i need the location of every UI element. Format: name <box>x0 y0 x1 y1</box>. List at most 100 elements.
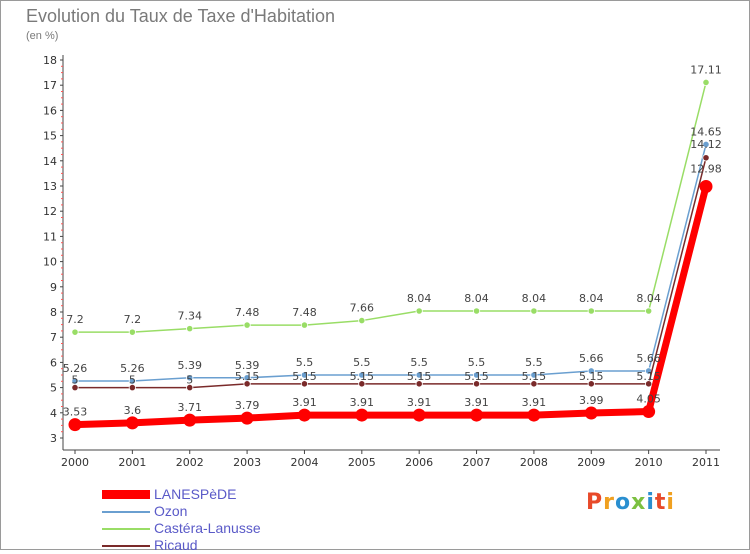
legend-swatch-ricaud <box>102 545 150 547</box>
data-label: 4.05 <box>636 393 661 406</box>
data-label: 5 <box>186 374 193 387</box>
x-tick-label: 2011 <box>692 456 720 469</box>
logo-letter: r <box>603 490 615 515</box>
data-point <box>645 307 653 315</box>
x-tick-label: 2008 <box>520 456 548 469</box>
proxiti-logo: Proxiti <box>586 490 675 515</box>
data-label: 5.15 <box>235 370 260 383</box>
y-tick-label: 3 <box>50 432 57 445</box>
y-tick-label: 7 <box>50 331 57 344</box>
y-tick-label: 12 <box>43 205 57 218</box>
data-label: 8.04 <box>464 292 489 305</box>
data-label: 5.26 <box>63 362 88 375</box>
y-tick-label: 17 <box>43 79 57 92</box>
data-point <box>125 416 139 430</box>
data-label: 3.91 <box>522 396 547 409</box>
data-label: 5.15 <box>636 370 661 383</box>
x-tick-label: 2010 <box>635 456 663 469</box>
y-tick-label: 13 <box>43 180 57 193</box>
data-point <box>587 307 595 315</box>
x-tick-label: 2002 <box>176 456 204 469</box>
data-label: 3.71 <box>177 401 202 414</box>
data-point <box>530 371 538 379</box>
data-label: 5.5 <box>410 356 428 369</box>
data-label: 5.5 <box>468 356 486 369</box>
x-tick-label: 2003 <box>233 456 261 469</box>
y-tick-label: 10 <box>43 256 57 269</box>
data-point <box>358 371 366 379</box>
x-tick-label: 2001 <box>118 456 146 469</box>
y-tick-label: 5 <box>50 382 57 395</box>
data-label: 8.04 <box>522 292 547 305</box>
data-point <box>584 406 598 420</box>
legend-label-lanespede: LANESPèDE <box>154 486 237 502</box>
data-point <box>587 380 595 388</box>
data-point <box>243 380 251 388</box>
data-point <box>472 380 481 388</box>
data-label: 3.91 <box>292 396 317 409</box>
data-label: 7.2 <box>66 313 84 326</box>
data-point <box>300 371 309 379</box>
data-point <box>300 321 309 329</box>
data-label: 3.91 <box>407 396 432 409</box>
y-tick-label: 6 <box>50 356 57 369</box>
data-point <box>243 321 251 329</box>
data-label: 5.39 <box>177 359 202 372</box>
data-label: 8.04 <box>579 292 604 305</box>
data-point <box>128 383 136 392</box>
y-tick-label: 14 <box>43 155 57 168</box>
data-label: 8.04 <box>407 292 432 305</box>
data-label: 5.15 <box>464 370 489 383</box>
data-label: 7.34 <box>177 310 202 323</box>
data-point <box>702 78 710 87</box>
logo-letter: o <box>614 490 632 515</box>
data-label: 5.66 <box>579 352 604 365</box>
data-label: 3.99 <box>579 394 604 407</box>
x-tick-label: 2006 <box>405 456 433 469</box>
y-tick-label: 4 <box>50 407 57 420</box>
data-point <box>183 413 197 427</box>
data-label: 3.6 <box>124 404 142 417</box>
data-point <box>587 367 595 375</box>
data-label: 5 <box>129 374 136 387</box>
data-point <box>472 307 481 315</box>
data-label: 5.15 <box>522 370 547 383</box>
data-label: 3.53 <box>63 406 88 419</box>
data-label: 5 <box>72 374 79 387</box>
y-tick-label: 8 <box>50 306 57 319</box>
data-label: 5.15 <box>292 370 317 383</box>
data-label: 5.15 <box>579 370 604 383</box>
data-label: 8.04 <box>636 292 661 305</box>
series-line <box>74 143 707 382</box>
data-label: 5.5 <box>525 356 543 369</box>
data-label: 5.15 <box>350 370 375 383</box>
logo-letter: i <box>666 490 675 515</box>
chart-axes: 3 4 5 6 7 8 9 10 11 12 13 14 15 16 17 18 2000 2001 2002 200… <box>43 54 720 469</box>
data-point <box>645 380 653 388</box>
legend-swatch-ozon <box>102 511 150 513</box>
series-line <box>74 81 707 333</box>
y-tick-label: 9 <box>50 281 57 294</box>
x-tick-label: 2000 <box>61 456 89 469</box>
data-point <box>71 328 79 336</box>
series-line <box>71 183 710 429</box>
data-label: 7.48 <box>292 306 317 319</box>
data-label: 3.79 <box>235 399 260 412</box>
data-label: 7.2 <box>124 313 142 326</box>
x-tick-label: 2009 <box>577 456 605 469</box>
data-label: 7.66 <box>350 302 375 315</box>
logo-letter: t <box>654 490 667 515</box>
data-point <box>527 408 541 422</box>
data-point <box>186 325 194 333</box>
data-label: 3.91 <box>350 396 375 409</box>
data-point <box>240 411 254 425</box>
data-point <box>71 383 79 392</box>
data-label: 5.26 <box>120 362 145 375</box>
data-point <box>642 405 656 419</box>
legend-swatch-lanespede <box>102 490 150 499</box>
data-point <box>128 328 136 336</box>
chart-data-labels: 7.2 7.2 7.34 7.48 7.48 7.66 8.04 8.04 8.04 8.04 8.… <box>63 63 722 418</box>
y-tick-label: 11 <box>43 230 57 243</box>
x-tick-label: 2004 <box>290 456 318 469</box>
